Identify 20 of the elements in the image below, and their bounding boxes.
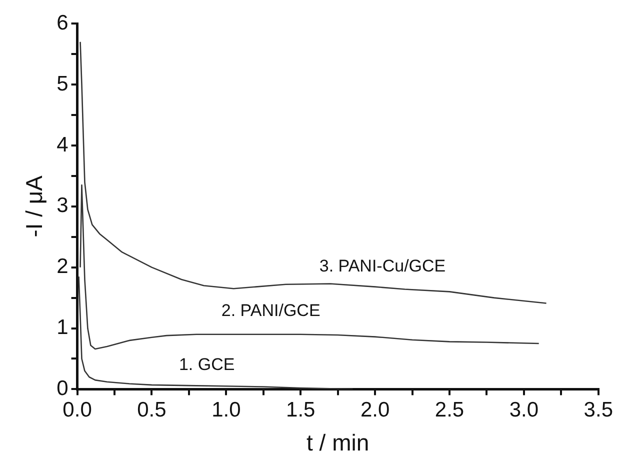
x-axis-title: t / min — [306, 430, 370, 456]
y-tick-label: 2 — [56, 255, 68, 278]
y-tick-label: 0 — [56, 376, 68, 400]
series-label: 2. PANI/GCE — [221, 300, 320, 320]
series-label: 3. PANI-Cu/GCE — [319, 256, 446, 276]
x-tick-label: 0.5 — [137, 398, 166, 422]
x-tick-label: 3.5 — [584, 398, 614, 422]
series-label: 1. GCE — [178, 355, 235, 374]
y-tick-label: 3 — [56, 194, 68, 218]
x-tick-label: 1.0 — [212, 398, 241, 422]
x-tick-label: 3.0 — [509, 398, 539, 422]
y-axis-title: -I / μA — [21, 174, 48, 238]
x-tick-label: 1.5 — [286, 398, 316, 422]
x-tick-label: 2.5 — [434, 398, 464, 422]
x-tick-label: 0.0 — [62, 398, 92, 422]
y-tick-label: 4 — [56, 133, 69, 156]
y-tick-label: 5 — [56, 72, 68, 96]
y-tick-label: 6 — [56, 11, 68, 34]
y-tick-label: 1 — [56, 316, 68, 340]
x-tick-label: 2.0 — [360, 398, 390, 422]
